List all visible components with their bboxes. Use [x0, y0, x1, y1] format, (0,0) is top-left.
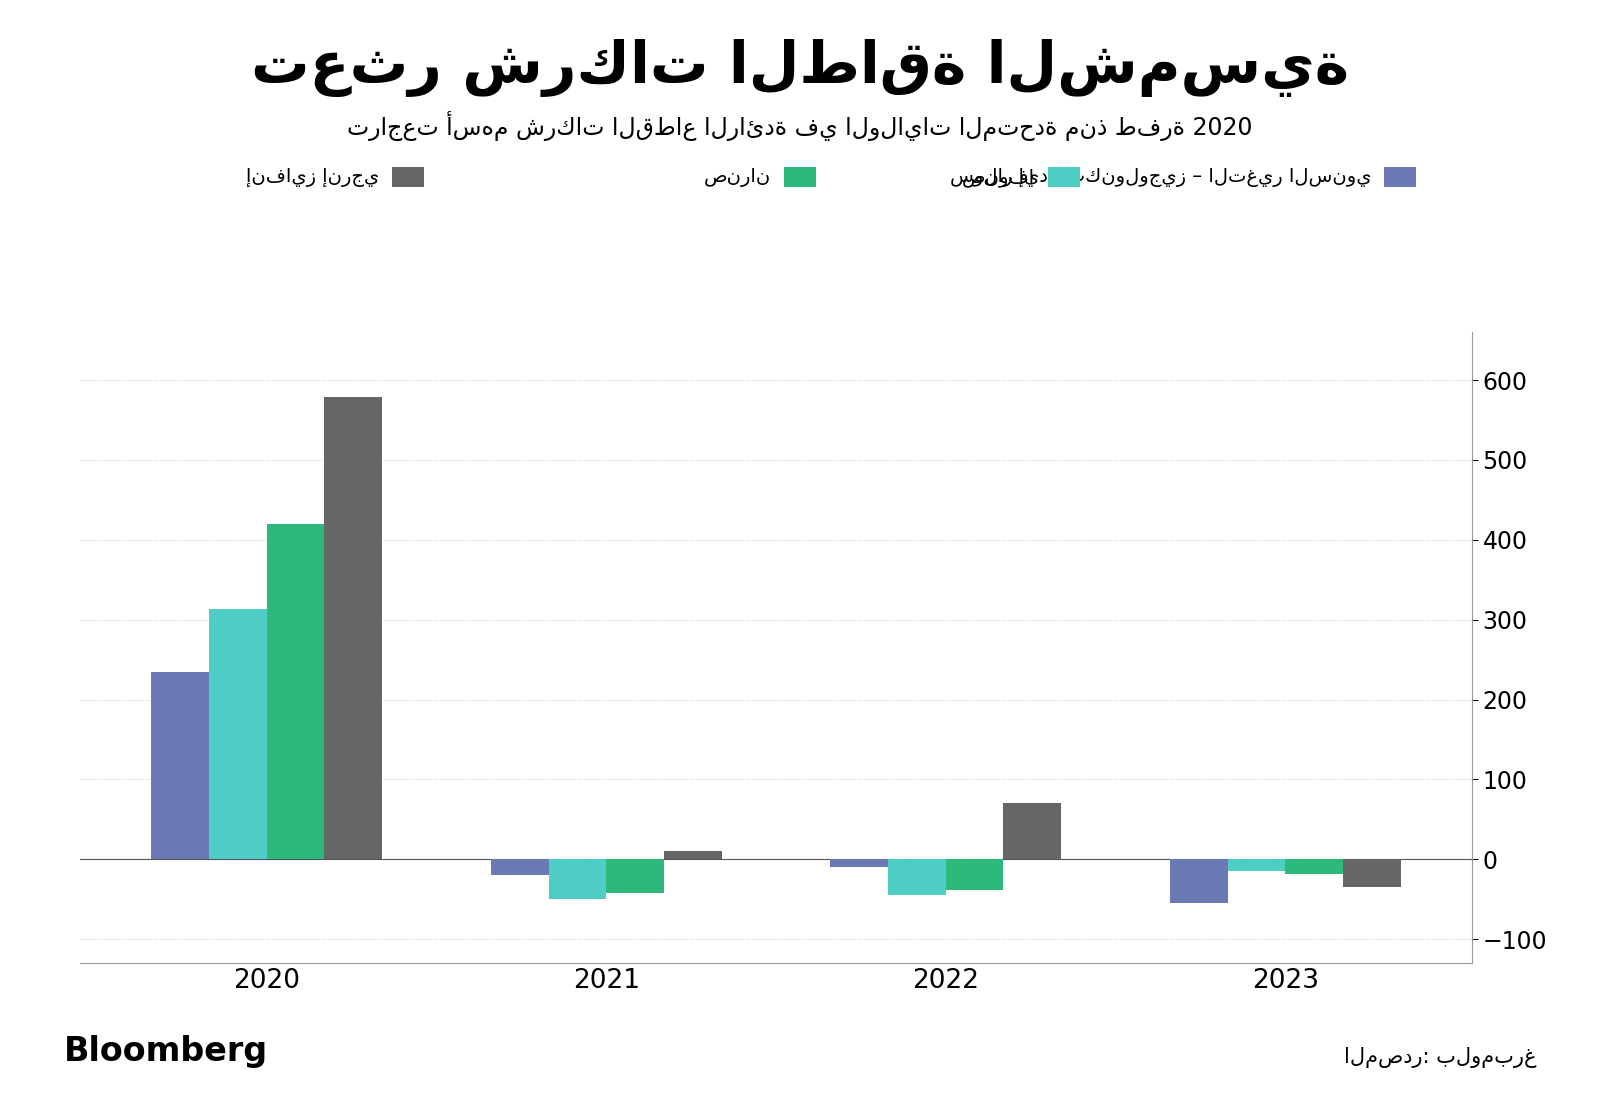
- Bar: [1170, 859, 1227, 903]
- Bar: [210, 609, 267, 859]
- Bar: [830, 859, 888, 867]
- Text: تعثر شركات الطاقة الشمسية: تعثر شركات الطاقة الشمسية: [251, 39, 1349, 96]
- Bar: [1003, 804, 1061, 859]
- Bar: [664, 851, 722, 859]
- Bar: [325, 396, 382, 859]
- Bar: [888, 859, 946, 896]
- Bar: [491, 859, 549, 876]
- Text: إنفايز إنرجي: إنفايز إنرجي: [246, 167, 379, 187]
- Bar: [946, 859, 1003, 890]
- Bar: [267, 524, 325, 859]
- Bar: [549, 859, 606, 899]
- Text: صنران: صنران: [704, 167, 771, 187]
- Bar: [606, 859, 664, 893]
- Text: تراجعت أسهم شركات القطاع الرائدة في الولايات المتحدة منذ طفرة 2020: تراجعت أسهم شركات القطاع الرائدة في الول…: [347, 111, 1253, 141]
- Text: Bloomberg: Bloomberg: [64, 1035, 269, 1068]
- Text: سولار إيدج تكنولوجيز – التغير السنوي: سولار إيدج تكنولوجيز – التغير السنوي: [950, 167, 1371, 187]
- Text: صنوفا: صنوفا: [962, 167, 1035, 187]
- Bar: [1227, 859, 1285, 871]
- Bar: [152, 672, 210, 859]
- Bar: [1342, 859, 1400, 887]
- Text: المصدر: بلومبرغ: المصدر: بلومبرغ: [1344, 1047, 1536, 1068]
- Bar: [1285, 859, 1342, 873]
